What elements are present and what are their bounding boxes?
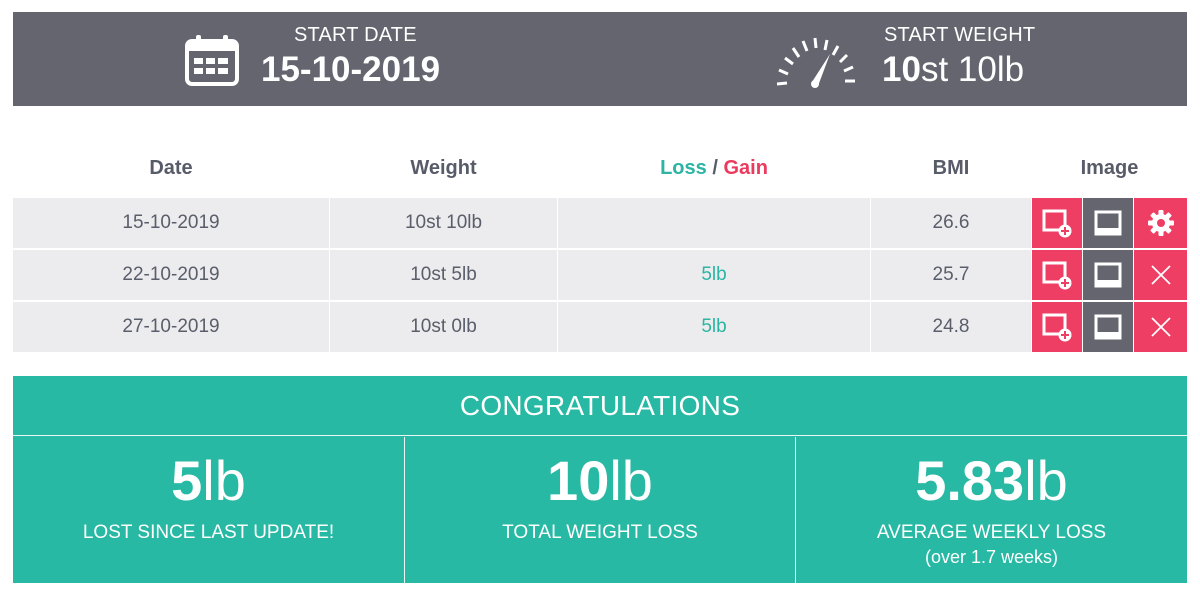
row-date: 15-10-2019 xyxy=(13,198,329,248)
view-image-button[interactable] xyxy=(1083,250,1133,300)
row-bmi: 24.8 xyxy=(871,302,1031,352)
stat-label: AVERAGE WEEKLY LOSS xyxy=(876,522,1107,543)
col-header-loss-gain: Loss / Gain xyxy=(558,154,870,182)
delete-entry-button[interactable] xyxy=(1134,250,1187,300)
stat-label: TOTAL WEIGHT LOSS xyxy=(502,522,698,543)
row-loss xyxy=(558,198,870,248)
stat-average-weekly-loss: 5.83lb AVERAGE WEEKLY LOSS (over 1.7 wee… xyxy=(796,437,1187,583)
stat-lost-since-last-update: 5lb LOST SINCE LAST UPDATE! xyxy=(13,437,404,583)
col-header-image: Image xyxy=(1080,157,1139,179)
col-header-bmi: BMI xyxy=(932,157,970,179)
start-weight-value: 10st 10lb xyxy=(882,50,1024,90)
stat-total-weight-loss: 10lb TOTAL WEIGHT LOSS xyxy=(405,437,795,583)
start-weight-label: START WEIGHT xyxy=(884,24,1036,46)
add-image-button[interactable] xyxy=(1032,302,1082,352)
start-date-value: 15-10-2019 xyxy=(261,50,441,89)
stat-number: 5.83 xyxy=(915,449,1025,512)
start-weight-stone: 10 xyxy=(882,50,921,89)
col-header-date: Date xyxy=(149,157,193,179)
table-row: 27-10-2019 10st 0lb 5lb 24.8 xyxy=(13,302,1187,352)
stat-sublabel: (over 1.7 weeks) xyxy=(924,547,1059,567)
col-header-weight: Weight xyxy=(410,157,477,179)
stat-number: 10 xyxy=(547,449,610,512)
start-date-label: START DATE xyxy=(294,24,417,46)
add-image-icon xyxy=(1042,313,1072,342)
row-bmi: 26.6 xyxy=(871,198,1031,248)
congratulations-panel: CONGRATULATIONS 5lb LOST SINCE LAST UPDA… xyxy=(13,376,1187,583)
view-image-button[interactable] xyxy=(1083,302,1133,352)
stat-value: 10lb xyxy=(405,449,795,513)
table-row: 15-10-2019 10st 10lb 26.6 xyxy=(13,198,1187,248)
row-date: 27-10-2019 xyxy=(13,302,329,352)
row-weight: 10st 5lb xyxy=(330,250,557,300)
table-row: 22-10-2019 10st 5lb 5lb 25.7 xyxy=(13,250,1187,300)
delete-entry-button[interactable] xyxy=(1134,302,1187,352)
col-header-loss: Loss xyxy=(660,157,707,179)
settings-button[interactable] xyxy=(1134,198,1187,248)
image-frame-icon xyxy=(1094,314,1122,340)
header-bar: START DATE 15-10-2019 xyxy=(13,12,1187,106)
stat-value: 5lb xyxy=(13,449,404,513)
col-header-gain: Gain xyxy=(723,157,768,179)
congratulations-title: CONGRATULATIONS xyxy=(13,376,1187,436)
add-image-button[interactable] xyxy=(1032,250,1082,300)
row-bmi: 25.7 xyxy=(871,250,1031,300)
row-loss: 5lb xyxy=(558,250,870,300)
stat-unit: lb xyxy=(202,449,246,512)
gauge-icon xyxy=(771,32,861,93)
add-image-icon xyxy=(1042,261,1072,290)
stat-divider xyxy=(795,437,796,583)
calendar-icon xyxy=(185,34,239,91)
stat-value: 5.83lb xyxy=(796,449,1187,513)
start-weight-block: START WEIGHT 10st 10lb xyxy=(600,12,1187,106)
gear-icon xyxy=(1147,210,1174,236)
close-icon xyxy=(1150,265,1171,285)
stat-divider xyxy=(404,437,405,583)
row-weight: 10st 10lb xyxy=(330,198,557,248)
stat-unit: lb xyxy=(1024,449,1068,512)
row-date: 22-10-2019 xyxy=(13,250,329,300)
add-image-icon xyxy=(1042,209,1072,238)
view-image-button[interactable] xyxy=(1083,198,1133,248)
close-icon xyxy=(1150,317,1171,337)
stat-label: LOST SINCE LAST UPDATE! xyxy=(82,522,335,543)
stat-unit: lb xyxy=(609,449,653,512)
image-frame-icon xyxy=(1094,262,1122,288)
image-frame-icon xyxy=(1094,210,1122,236)
row-weight: 10st 0lb xyxy=(330,302,557,352)
start-weight-rest: st 10lb xyxy=(920,50,1025,89)
row-loss: 5lb xyxy=(558,302,870,352)
add-image-button[interactable] xyxy=(1032,198,1082,248)
start-date-block: START DATE 15-10-2019 xyxy=(13,12,600,106)
col-header-separator: / xyxy=(706,157,724,179)
stat-number: 5 xyxy=(171,449,203,512)
